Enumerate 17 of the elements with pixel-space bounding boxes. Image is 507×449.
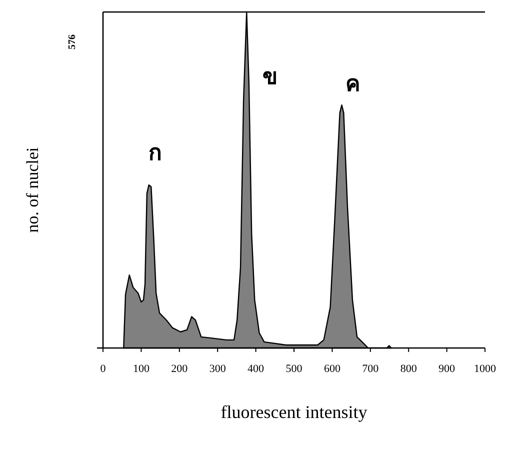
x-tick-label: 200 [171,363,188,375]
x-tick-label: 300 [209,363,226,375]
x-tick-label: 600 [324,363,341,375]
x-tick-label: 1000 [474,363,496,375]
x-axis-title: fluorescent intensity [220,402,368,422]
annotation: ก [148,141,162,166]
x-tick-label: 900 [438,363,456,375]
annotation: ค [346,72,360,97]
x-tick-label: 700 [362,363,380,375]
annotation: ข [262,65,278,90]
x-tick-label: 500 [286,363,303,375]
y-axis-title: no. of nuclei [23,147,42,233]
x-tick-label: 800 [400,363,418,375]
text: 576 [67,34,78,50]
x-tick-label: 400 [248,363,265,375]
x-tick-label: 0 [100,363,106,375]
x-tick-label: 100 [132,363,150,375]
